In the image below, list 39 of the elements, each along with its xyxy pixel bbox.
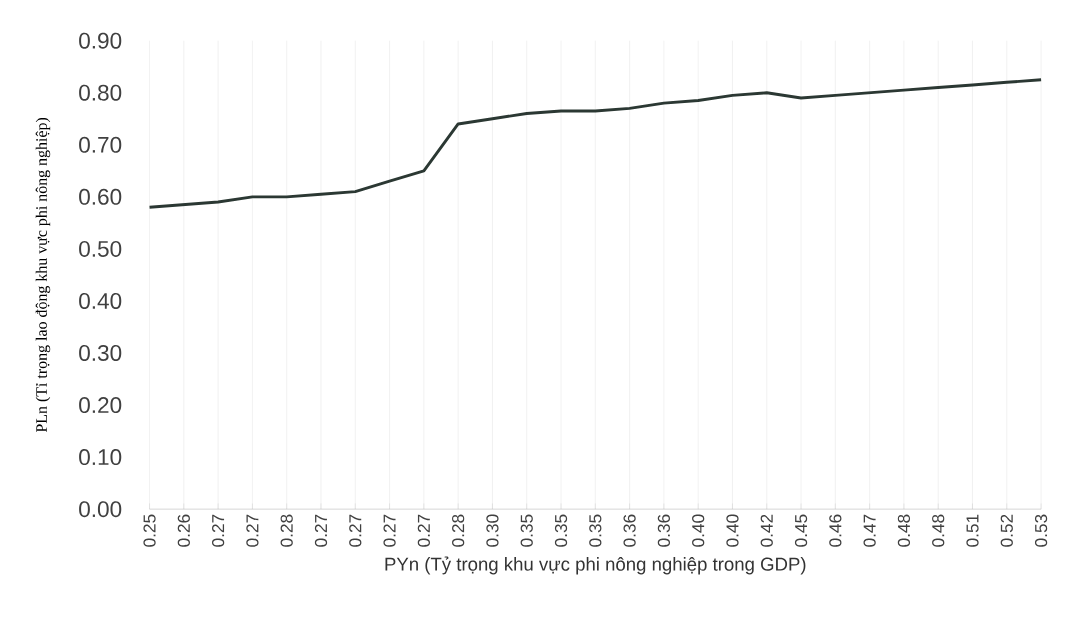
x-tick-label: 0.27 <box>349 514 362 547</box>
x-tick-label: 0.27 <box>383 514 396 547</box>
y-tick-label: 0.60 <box>79 188 122 205</box>
y-axis-title: PLn (Tỉ trọng lao động khu vực phi nông nghiệp) <box>35 117 51 432</box>
y-tick-label: 0.20 <box>79 396 122 413</box>
x-tick-label: 0.28 <box>452 514 465 547</box>
y-tick-label: 0.90 <box>79 32 122 49</box>
x-tick-label: 0.51 <box>966 514 979 547</box>
y-tick-label: 0.00 <box>79 501 122 517</box>
x-tick-label: 0.46 <box>829 514 842 547</box>
x-tick-label: 0.35 <box>589 514 602 547</box>
x-tick-label: 0.47 <box>863 514 876 547</box>
x-tick-label: 0.28 <box>280 514 293 547</box>
x-tick-label: 0.30 <box>486 514 499 547</box>
x-tick-label: 0.36 <box>657 514 670 547</box>
x-tick-label: 0.45 <box>794 514 808 547</box>
y-tick-label: 0.10 <box>79 448 122 465</box>
x-tick-label: 0.42 <box>760 514 773 547</box>
y-tick-label: 0.80 <box>79 84 122 101</box>
x-tick-label: 0.27 <box>246 514 259 547</box>
x-tick-label: 0.53 <box>1034 514 1048 547</box>
x-tick-label: 0.26 <box>177 514 190 547</box>
y-tick-label: 0.40 <box>79 292 122 309</box>
x-tick-label: 0.52 <box>1000 514 1013 547</box>
y-tick-label: 0.50 <box>79 240 122 257</box>
x-tick-label: 0.48 <box>897 514 911 547</box>
x-tick-label: 0.48 <box>932 514 945 547</box>
x-tick-label: 0.36 <box>623 514 636 547</box>
x-tick-label: 0.27 <box>212 514 225 547</box>
x-tick-label: 0.35 <box>554 514 568 547</box>
y-tick-label: 0.30 <box>79 344 122 361</box>
x-tick-label: 0.27 <box>314 514 328 547</box>
x-tick-label: 0.40 <box>692 514 705 547</box>
y-tick-label: 0.70 <box>79 136 122 153</box>
x-tick-label: 0.40 <box>726 514 739 547</box>
x-tick-label: 0.25 <box>143 514 156 547</box>
x-tick-label: 0.35 <box>520 514 533 547</box>
x-tick-label: 0.27 <box>417 514 430 547</box>
x-axis-title: PYn (Tỷ trọng khu vực phi nông nghiệp trong GDP) <box>385 556 806 575</box>
